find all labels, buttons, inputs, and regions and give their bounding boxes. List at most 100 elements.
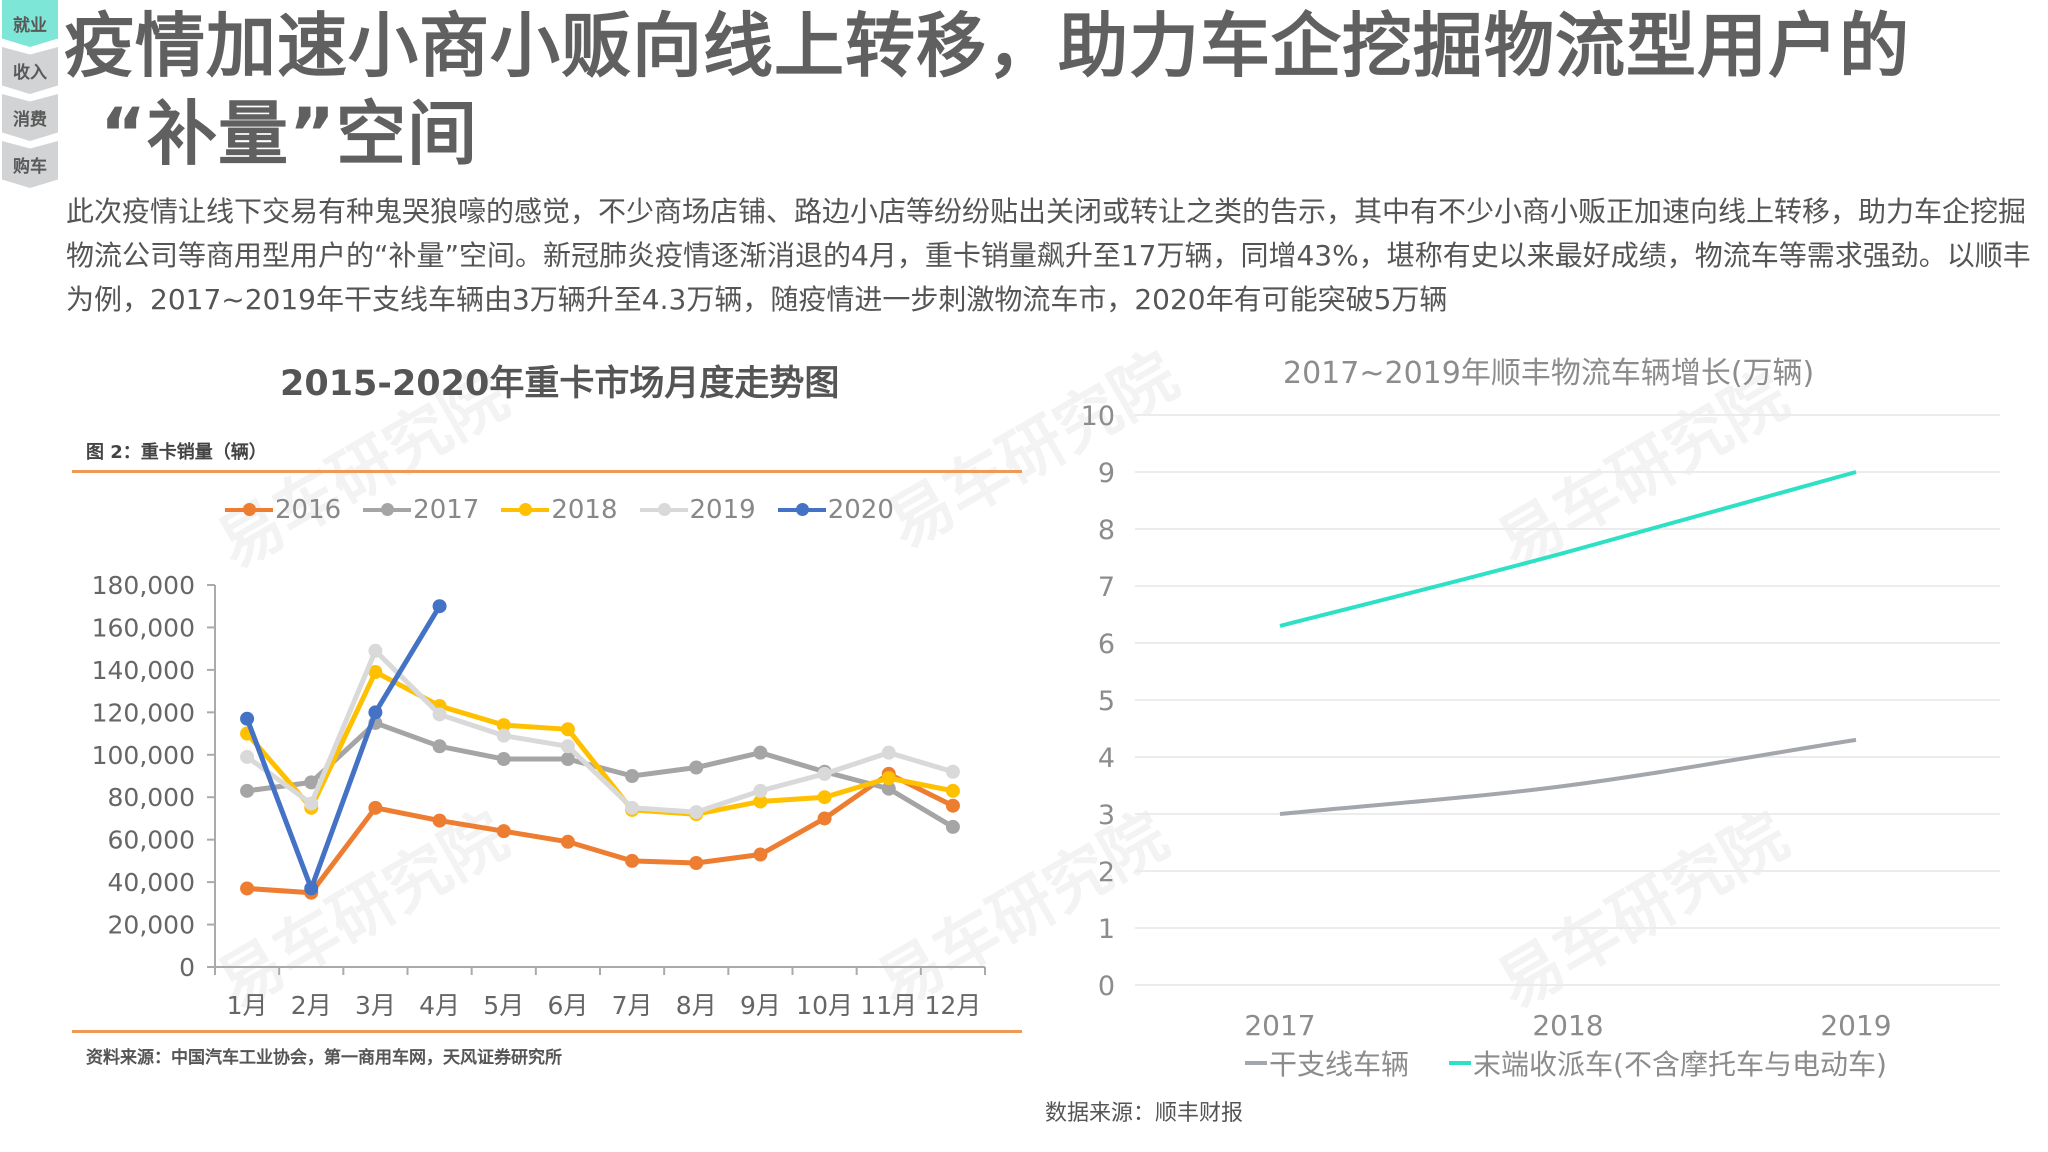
legend-swatch bbox=[1449, 1061, 1472, 1065]
data-point bbox=[817, 790, 832, 805]
series-line bbox=[1279, 737, 1857, 816]
data-point bbox=[625, 853, 640, 868]
x-tick-label: 3月 bbox=[355, 991, 396, 1020]
data-point bbox=[625, 769, 640, 783]
data-point bbox=[753, 745, 768, 760]
x-tick-label: 11月 bbox=[860, 991, 917, 1020]
data-point bbox=[368, 705, 383, 720]
legend-swatch bbox=[363, 503, 412, 516]
data-point bbox=[560, 752, 575, 767]
body-paragraph: 此次疫情让线下交易有种鬼哭狼嚎的感觉，不少商场店铺、路边小店等纷纷贴出关闭或转让… bbox=[66, 195, 2031, 316]
data-point bbox=[304, 775, 319, 790]
legend-item-2016: 2016 bbox=[225, 495, 341, 525]
data-point bbox=[432, 707, 447, 722]
left-chart-title: 2015-2020年重卡市场月度走势图 bbox=[280, 364, 840, 404]
y-tick-label: 100,000 bbox=[92, 741, 195, 770]
y-tick-label: 160,000 bbox=[92, 613, 195, 642]
y-tick-label: 180,000 bbox=[92, 571, 195, 600]
x-tick-label: 2018 bbox=[1532, 1009, 1603, 1042]
data-point bbox=[945, 764, 960, 779]
left-chart-source: 资料来源：中国汽车工业协会，第一商用车网，天风证券研究所 bbox=[86, 1048, 562, 1068]
series-line-2020 bbox=[244, 604, 442, 891]
y-tick-label: 1 bbox=[1098, 914, 1115, 945]
divider bbox=[72, 470, 1022, 473]
x-tick-label: 4月 bbox=[419, 991, 460, 1020]
y-tick-label: 60,000 bbox=[108, 826, 195, 855]
sidenav-item-label: 就业 bbox=[13, 16, 47, 36]
series-line-2019 bbox=[245, 648, 954, 815]
y-tick-label: 80,000 bbox=[108, 783, 195, 812]
sidenav-item-consumption[interactable]: 消费 bbox=[2, 94, 58, 141]
legend-item-2017: 2017 bbox=[363, 495, 479, 525]
data-point bbox=[496, 824, 511, 839]
divider bbox=[72, 1030, 1022, 1033]
data-point bbox=[945, 783, 960, 798]
data-point bbox=[368, 665, 383, 680]
data-point bbox=[689, 805, 704, 820]
y-tick-label: 6 bbox=[1098, 629, 1115, 660]
data-point bbox=[560, 722, 575, 737]
x-tick-label: 2019 bbox=[1820, 1009, 1891, 1042]
y-tick-label: 40,000 bbox=[108, 868, 195, 897]
y-tick-label: 2 bbox=[1098, 857, 1115, 888]
data-point bbox=[560, 834, 575, 849]
legend-swatch bbox=[639, 503, 688, 516]
data-point bbox=[945, 798, 960, 813]
data-point bbox=[689, 856, 704, 871]
y-tick-label: 4 bbox=[1098, 743, 1115, 774]
page-title-line2: “补量”空间 bbox=[100, 93, 479, 175]
legend-swatch bbox=[777, 503, 826, 516]
y-tick-label: 120,000 bbox=[92, 698, 195, 727]
y-tick-label: 140,000 bbox=[92, 656, 195, 685]
legend-swatch bbox=[225, 503, 273, 516]
sidenav-item-label: 消费 bbox=[13, 110, 47, 130]
left-chart-figure-label: 图 2：重卡销量（辆） bbox=[86, 442, 267, 463]
data-point bbox=[496, 752, 511, 767]
data-point bbox=[368, 643, 383, 658]
legend-item-2018: 2018 bbox=[501, 495, 618, 525]
page-title: 疫情加速小商小贩向线上转移，助力车企挖掘物流型用户的 “补量”空间 bbox=[64, 2, 1910, 178]
side-nav: 就业 收入 消费 购车 bbox=[2, 0, 58, 188]
data-point bbox=[817, 766, 832, 781]
data-point bbox=[817, 811, 832, 826]
data-point bbox=[432, 739, 447, 754]
sidenav-item-jobs[interactable]: 就业 bbox=[2, 0, 58, 47]
x-tick-label: 1月 bbox=[227, 991, 268, 1020]
data-point bbox=[881, 771, 896, 786]
data-point bbox=[753, 847, 768, 862]
data-point bbox=[496, 728, 511, 743]
y-tick-label: 3 bbox=[1098, 800, 1115, 831]
data-point bbox=[625, 800, 640, 815]
legend-swatch bbox=[501, 503, 550, 516]
data-point bbox=[689, 760, 704, 775]
data-point bbox=[432, 813, 447, 828]
data-point bbox=[560, 739, 575, 754]
right-chart-legend: 干支线车辆 末端收派车(不含摩托车与电动车) bbox=[1245, 1043, 1887, 1083]
series-line-2016 bbox=[246, 771, 955, 896]
x-tick-label: 2月 bbox=[291, 991, 332, 1020]
legend-item-trunk-vehicles: 干支线车辆 bbox=[1245, 1043, 1409, 1083]
page-title-line1: 疫情加速小商小贩向线上转移，助力车企挖掘物流型用户的 bbox=[64, 5, 1910, 87]
legend-swatch bbox=[1245, 1061, 1267, 1065]
sidenav-item-label: 收入 bbox=[13, 63, 47, 83]
left-chart-legend: 2016 2017 2018 2019 2020 bbox=[225, 495, 894, 525]
right-chart-title: 2017~2019年顺丰物流车辆增长(万辆) bbox=[1283, 356, 1815, 391]
y-tick-label: 8 bbox=[1098, 515, 1115, 546]
data-point bbox=[240, 881, 255, 896]
sidenav-item-income[interactable]: 收入 bbox=[2, 47, 58, 94]
x-tick-label: 6月 bbox=[547, 991, 588, 1020]
x-tick-label: 12月 bbox=[925, 991, 982, 1020]
sidenav-item-car-purchase[interactable]: 购车 bbox=[2, 141, 58, 188]
y-tick-label: 0 bbox=[1098, 971, 1115, 1002]
data-point bbox=[304, 796, 319, 811]
data-point bbox=[240, 783, 255, 798]
data-point bbox=[753, 794, 768, 809]
y-tick-label: 7 bbox=[1098, 572, 1115, 603]
y-tick-label: 10 bbox=[1081, 401, 1115, 432]
x-tick-label: 8月 bbox=[676, 991, 717, 1020]
legend-item-2020: 2020 bbox=[777, 495, 894, 525]
data-point bbox=[753, 783, 768, 798]
data-point bbox=[432, 599, 447, 614]
